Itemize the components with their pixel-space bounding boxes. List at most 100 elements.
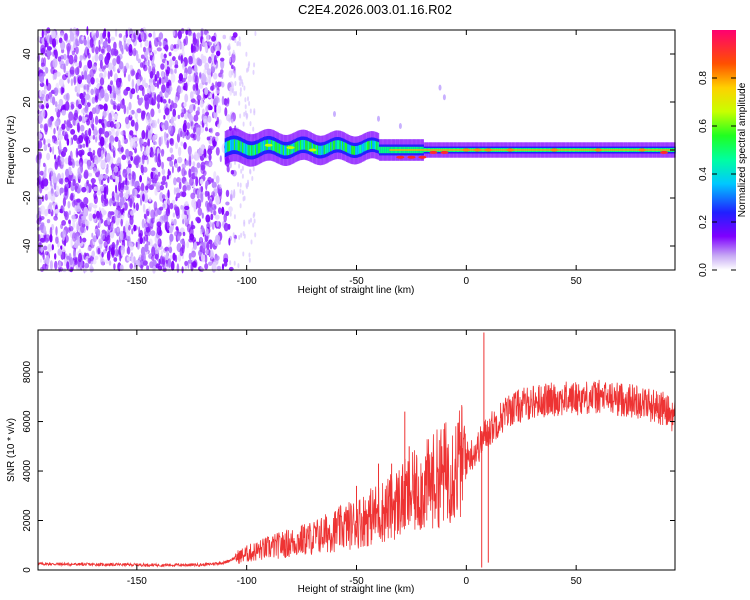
noise-cell	[103, 29, 106, 37]
noise-cell	[248, 219, 251, 225]
noise-cell	[199, 237, 203, 242]
signal-cell	[274, 141, 277, 152]
x-tick-label: -50	[349, 576, 364, 587]
signal-cell	[332, 140, 335, 150]
noise-cell	[121, 47, 124, 55]
noise-cell	[211, 35, 217, 42]
noise-cell	[205, 180, 209, 187]
noise-cell	[154, 188, 158, 196]
noise-cell	[92, 213, 97, 219]
noise-cell	[246, 67, 248, 73]
noise-cell	[64, 186, 68, 197]
noise-cell	[239, 113, 242, 119]
noise-cell	[203, 29, 208, 36]
noise-cell	[162, 99, 167, 104]
noise-cell	[100, 194, 104, 204]
noise-cell	[106, 234, 111, 245]
signal-cell	[230, 139, 232, 151]
noise-cell	[194, 172, 198, 177]
signal-core	[407, 155, 416, 159]
noise-cell	[130, 88, 136, 95]
signal-cell	[232, 139, 235, 151]
noise-cell	[232, 32, 238, 38]
noise-cell	[188, 154, 192, 163]
noise-cell	[106, 163, 109, 169]
noise-cell	[175, 142, 178, 150]
noise-cell	[43, 186, 49, 191]
noise-cell	[54, 260, 58, 270]
noise-cell	[194, 63, 197, 74]
noise-cell	[169, 138, 174, 145]
colorbar-tick-label: 0.8	[698, 71, 709, 85]
noise-cell	[99, 185, 105, 192]
noise-cell	[180, 54, 183, 64]
noise-cell	[85, 137, 89, 148]
noise-cell	[132, 47, 137, 57]
noise-cell	[184, 93, 189, 103]
noise-cell	[252, 222, 255, 228]
noise-cell	[219, 184, 222, 190]
noise-cell	[215, 121, 218, 127]
noise-cell	[212, 56, 215, 64]
y-tick-label: 40	[22, 48, 33, 60]
noise-cell	[225, 201, 230, 206]
noise-cell	[133, 156, 138, 163]
signal-cell	[236, 139, 239, 151]
signal-cell	[306, 140, 308, 151]
noise-cell	[166, 139, 170, 149]
noise-cell	[157, 238, 162, 248]
signal-cell	[252, 145, 254, 156]
noise-cell	[52, 172, 57, 182]
noise-cell	[170, 99, 174, 109]
noise-cell	[92, 258, 97, 265]
noise-cell	[161, 84, 166, 94]
signal-cell	[307, 141, 310, 151]
noise-cell	[97, 189, 101, 196]
noise-cell	[69, 137, 72, 146]
noise-cell	[55, 236, 59, 244]
signal-cell	[302, 139, 305, 150]
noise-cell	[45, 67, 49, 74]
noise-cell	[112, 150, 116, 159]
noise-cell	[98, 219, 101, 228]
noise-cell	[95, 95, 98, 101]
snr-y-ticks: 0 2000 4000 6000 8000	[22, 361, 675, 573]
noise-cell	[136, 242, 140, 250]
noise-cell	[83, 197, 89, 205]
spurious-tone	[438, 84, 442, 91]
noise-cell	[245, 182, 248, 188]
noise-cell	[68, 252, 72, 263]
noise-cell	[38, 200, 42, 205]
signal-cell	[259, 142, 261, 153]
noise-cell	[196, 162, 201, 169]
noise-cell	[121, 154, 127, 161]
noise-cell	[176, 85, 181, 95]
signal-cell	[319, 145, 322, 156]
noise-cell	[207, 104, 212, 111]
noise-cell	[241, 165, 244, 171]
noise-cell	[154, 169, 158, 176]
signal-core	[396, 155, 405, 159]
noise-cell	[58, 133, 62, 144]
noise-cell	[165, 208, 171, 217]
noise-cell	[61, 123, 66, 130]
spectrogram-signal-band	[224, 128, 676, 167]
noise-cell	[114, 248, 119, 257]
noise-cell	[193, 104, 196, 112]
noise-cell	[129, 198, 133, 208]
noise-cell	[159, 206, 164, 211]
noise-cell	[201, 225, 205, 234]
noise-cell	[73, 243, 78, 249]
noise-cell	[215, 136, 219, 142]
noise-cell	[100, 150, 104, 156]
y-tick-label: -40	[22, 238, 33, 253]
noise-cell	[236, 41, 239, 47]
noise-cell	[86, 26, 89, 36]
noise-cell	[119, 254, 122, 262]
noise-cell	[78, 216, 82, 227]
noise-cell	[172, 29, 176, 37]
noise-cell	[217, 105, 222, 114]
noise-cell	[163, 120, 169, 131]
noise-cell	[36, 218, 41, 225]
noise-cell	[144, 40, 149, 47]
